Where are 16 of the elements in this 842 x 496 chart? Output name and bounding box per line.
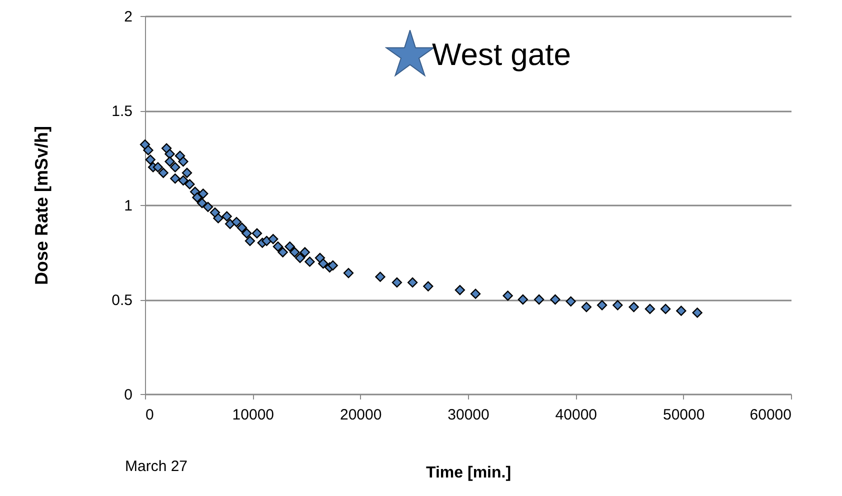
x-tick-label: 20000 xyxy=(340,406,382,424)
y-tick-label: 1.5 xyxy=(112,103,132,120)
x-tick-label: 50000 xyxy=(662,406,705,424)
x-tick-label: 0 xyxy=(146,406,154,424)
text: March 27 xyxy=(125,458,188,475)
y-tick-label: 0.5 xyxy=(112,292,132,309)
x-tick-label: 10000 xyxy=(232,406,274,424)
y-tick-label: 1 xyxy=(124,198,132,214)
x-axis-title: Time [min.] xyxy=(426,464,512,482)
y-tick-label: 2 xyxy=(124,8,132,26)
x-tick-label: 30000 xyxy=(448,406,490,424)
y-tick-label: 0 xyxy=(124,386,132,404)
x-tick-label: 60000 xyxy=(750,406,792,424)
y-axis-title: Dose Rate [mSv/h] xyxy=(32,126,52,286)
x-tick-label: 40000 xyxy=(555,406,598,424)
annotation: West gate xyxy=(432,37,572,73)
